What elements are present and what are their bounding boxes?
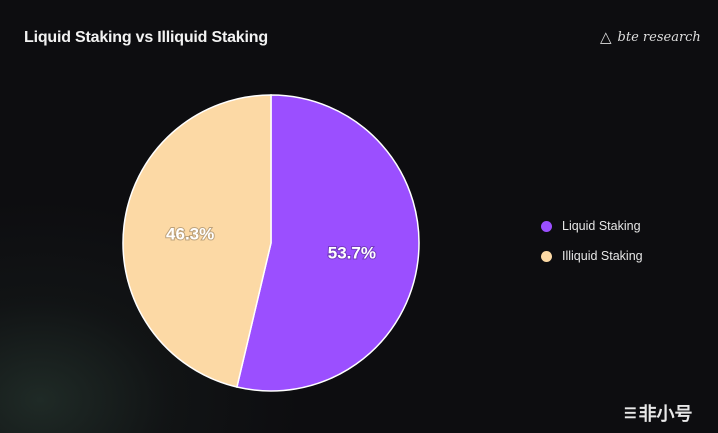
pie-slice-1 <box>122 94 272 388</box>
pie-slice-0 <box>235 94 420 392</box>
legend-swatch-liquid <box>541 220 552 232</box>
legend-item-liquid: Liquid Staking <box>541 211 643 241</box>
legend-swatch-illiquid <box>541 250 552 262</box>
watermark-icon: ☰ <box>624 404 636 421</box>
legend: Liquid Staking Illiquid Staking <box>541 211 643 271</box>
triangle-logo-icon: △ <box>600 28 612 46</box>
chart-title: Liquid Staking vs Illiquid Staking <box>24 29 268 46</box>
legend-item-illiquid: Illiquid Staking <box>541 241 643 271</box>
data-label-1: 46.3% <box>166 225 214 244</box>
watermark-text: 非小号 <box>638 404 693 424</box>
watermark: ☰ 非小号 <box>624 400 693 426</box>
legend-label-illiquid: Illiquid Staking <box>562 249 643 263</box>
data-label-0: 53.7% <box>328 243 376 262</box>
logo: △ bte research <box>600 28 701 46</box>
logo-text: bte research <box>617 29 701 45</box>
legend-label-liquid: Liquid Staking <box>562 219 641 233</box>
